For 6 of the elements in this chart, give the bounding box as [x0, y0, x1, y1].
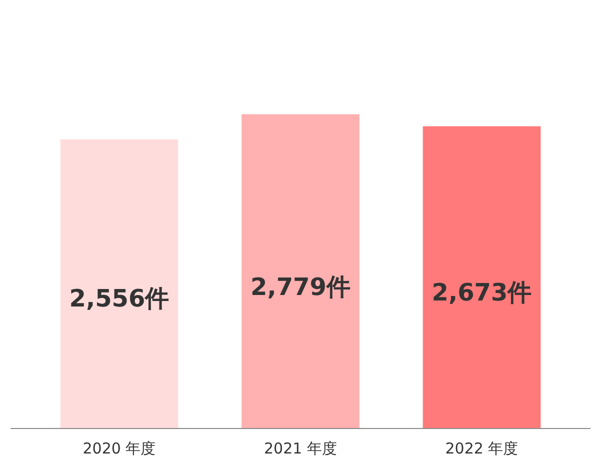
- x-tick-label: 2020 年度: [82, 440, 156, 458]
- data-label: 2,556件: [69, 284, 170, 312]
- data-label: 2,779件: [250, 273, 350, 302]
- x-tick-label: 2022 年度: [445, 440, 518, 458]
- x-tick-label: 2021 年度: [264, 440, 337, 458]
- data-label: 2,673件: [432, 278, 532, 306]
